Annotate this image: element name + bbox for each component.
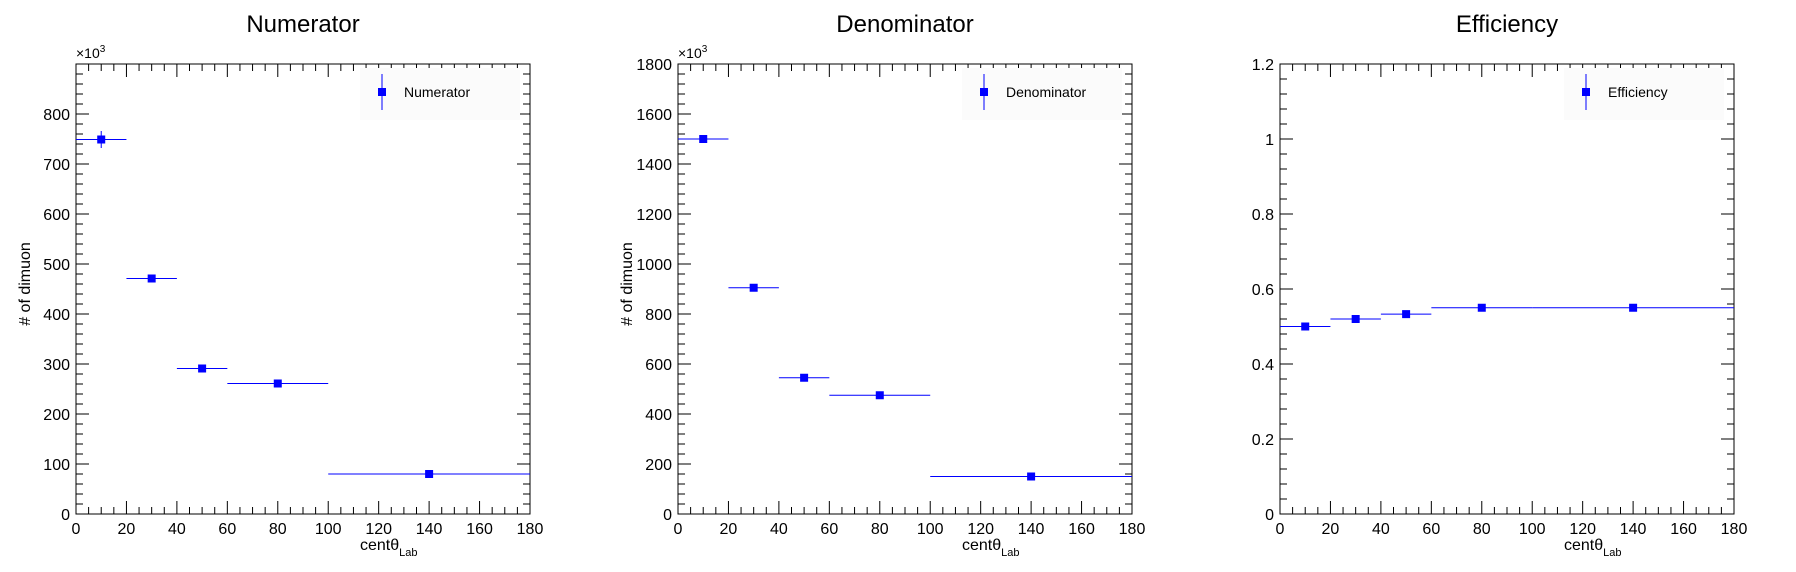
y-tick-label: 1400 [636, 157, 672, 174]
y-tick-label: 800 [645, 307, 672, 324]
data-point [699, 135, 708, 143]
y-tick-label: 600 [645, 357, 672, 374]
y-tick-label: 1.2 [1252, 57, 1274, 74]
x-axis-label: centθLab [962, 537, 1020, 559]
x-tick-label: 180 [517, 521, 544, 538]
x-tick-label: 40 [770, 521, 788, 538]
y-tick-label: 400 [645, 407, 672, 424]
y-tick-label: 0.8 [1252, 207, 1274, 224]
y-tick-label: 200 [645, 457, 672, 474]
x-tick-label: 40 [1372, 521, 1390, 538]
data-point [273, 379, 282, 388]
data-point [425, 470, 434, 478]
chart-title: Denominator [836, 11, 973, 38]
y-tick-label: 600 [43, 207, 70, 224]
x-tick-label: 100 [315, 521, 342, 538]
y-tick-label: 0.2 [1252, 432, 1274, 449]
legend-label: Numerator [404, 84, 470, 100]
y-tick-label: 800 [43, 107, 70, 124]
legend-marker [1582, 88, 1590, 96]
x-tick-label: 160 [1670, 521, 1697, 538]
y-tick-label: 0 [663, 507, 672, 524]
data-point [1027, 472, 1036, 481]
x-tick-label: 40 [168, 521, 186, 538]
x-axis-label: centθLab [360, 537, 418, 559]
legend-marker [378, 88, 386, 96]
legend-box [1564, 68, 1724, 120]
plot-frame [677, 63, 1133, 515]
x-axis-label: centθLab [1564, 537, 1622, 559]
data-point [1351, 315, 1360, 323]
y-tick-label: 500 [43, 257, 70, 274]
y-tick-label: 1800 [636, 57, 672, 74]
x-tick-label: 140 [1620, 521, 1647, 538]
x-tick-label: 80 [269, 521, 287, 538]
y-tick-label: 1000 [636, 257, 672, 274]
x-tick-label: 100 [917, 521, 944, 538]
data-point [147, 274, 156, 283]
x-tick-label: 60 [218, 521, 236, 538]
legend-label: Efficiency [1608, 84, 1668, 100]
x-tick-label: 60 [820, 521, 838, 538]
x-tick-label: 80 [1473, 521, 1491, 538]
plot-frame [75, 63, 531, 515]
y-tick-label: 100 [43, 457, 70, 474]
data-point [875, 391, 884, 400]
x-tick-label: 120 [365, 521, 392, 538]
y-tick-label: 400 [43, 307, 70, 324]
data-point [749, 283, 758, 292]
plot-frame [1279, 63, 1735, 515]
x-tick-label: 140 [416, 521, 443, 538]
y-tick-label: 300 [43, 357, 70, 374]
chart-panel-3: Efficiency 0 20 40 60 80 100 120 140 160 180 0 0.2 0.… [1252, 11, 1748, 559]
legend-marker [980, 88, 988, 96]
x-tick-label: 120 [967, 521, 994, 538]
chart-panel-1: Numerator 0 20 40 60 80 100 120 140 160 180 0 100 200… [17, 11, 543, 559]
x-tick-label: 120 [1569, 521, 1596, 538]
data-point [198, 364, 207, 373]
chart-title: Numerator [246, 11, 359, 38]
data-point [1629, 303, 1638, 312]
legend-box [360, 68, 520, 120]
x-tick-label: 160 [466, 521, 493, 538]
y-axis-label: # of dimuon [17, 242, 34, 326]
x-tick-label: 160 [1068, 521, 1095, 538]
x-tick-label: 20 [720, 521, 738, 538]
y-tick-label: 0.4 [1252, 357, 1274, 374]
x-tick-label: 180 [1119, 521, 1146, 538]
x-tick-label: 0 [72, 521, 81, 538]
x-tick-label: 180 [1721, 521, 1748, 538]
y-tick-label: 700 [43, 157, 70, 174]
y-tick-label: 1 [1265, 132, 1274, 149]
legend-label: Denominator [1006, 84, 1086, 100]
x-tick-label: 100 [1519, 521, 1546, 538]
data-point [97, 135, 106, 144]
data-point [1477, 303, 1486, 312]
y-tick-label: 1200 [636, 207, 672, 224]
chart-title: Efficiency [1456, 11, 1558, 38]
x-tick-label: 0 [1276, 521, 1285, 538]
y-tick-label: 0 [61, 507, 70, 524]
y-tick-label: 200 [43, 407, 70, 424]
data-point [1301, 322, 1310, 331]
legend-box [962, 68, 1122, 120]
y-multiplier: ×103 [76, 44, 106, 61]
y-axis-label: # of dimuon [619, 242, 636, 326]
x-tick-label: 60 [1422, 521, 1440, 538]
y-tick-label: 0 [1265, 507, 1274, 524]
y-tick-label: 1600 [636, 107, 672, 124]
x-tick-label: 140 [1018, 521, 1045, 538]
data-point [800, 373, 809, 382]
data-point [1402, 310, 1411, 319]
x-tick-label: 80 [871, 521, 889, 538]
x-tick-label: 20 [1322, 521, 1340, 538]
x-tick-label: 0 [674, 521, 683, 538]
y-multiplier: ×103 [678, 44, 708, 61]
x-tick-label: 20 [118, 521, 136, 538]
y-tick-label: 0.6 [1252, 282, 1274, 299]
